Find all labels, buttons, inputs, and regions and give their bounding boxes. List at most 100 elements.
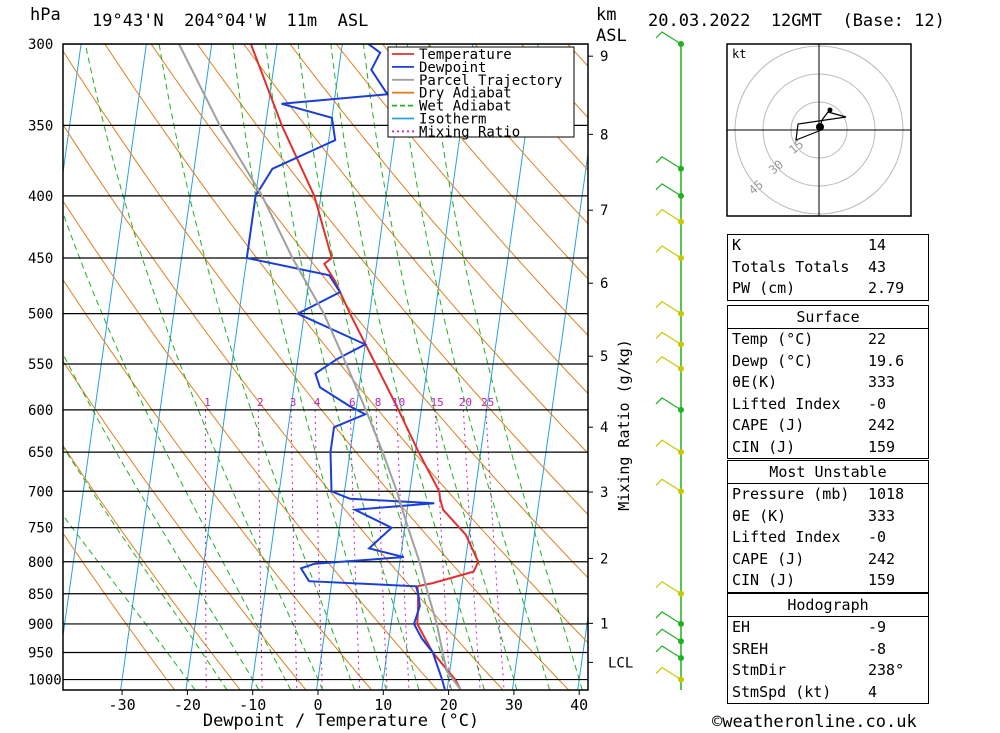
table-title: Surface xyxy=(728,306,928,329)
km-label: 6 xyxy=(600,276,608,292)
wind-barb xyxy=(655,156,682,170)
plot-border xyxy=(62,43,589,691)
wet-adiabat-line xyxy=(232,44,387,690)
x-tick-label: 40 xyxy=(570,696,588,714)
km-label: 5 xyxy=(600,349,608,365)
dry-adiabat-line xyxy=(196,44,588,516)
mixing-ratio-tick-label: 25 xyxy=(481,396,494,409)
wind-barb xyxy=(655,666,682,681)
wind-barb xyxy=(655,355,682,370)
x-axis-label: Dewpoint / Temperature (°C) xyxy=(203,711,479,731)
legend-entry: Mixing Ratio xyxy=(419,124,520,140)
pressure-label-500: 500 xyxy=(28,307,53,323)
dry-adiabat-line xyxy=(382,44,588,280)
mixing-ratio-tick-label: 1 xyxy=(204,396,211,409)
mixing-ratio-tick-label: 10 xyxy=(392,396,405,409)
wet-adiabat-line xyxy=(265,44,420,690)
row-value: 14 xyxy=(868,236,887,254)
isotherm-line xyxy=(316,44,409,690)
mixing-ratio-tick-label: 3 xyxy=(290,396,297,409)
table-row: CAPE (J) 242 xyxy=(728,549,928,571)
x-tick-label: 20 xyxy=(440,696,458,714)
series-parcel-trajectory xyxy=(178,44,462,690)
series-temperature xyxy=(249,44,480,690)
row-value: 159 xyxy=(868,571,896,589)
legend-entry: Dewpoint xyxy=(419,60,486,76)
wind-barb xyxy=(655,31,682,45)
pressure-label-550: 550 xyxy=(28,357,53,373)
plot-frame xyxy=(62,43,593,695)
row-value: 333 xyxy=(868,506,896,525)
location-title: 19°43'N 204°04'W 11m ASL xyxy=(92,11,369,31)
wet-adiabat-line xyxy=(428,44,583,690)
isotherm-line xyxy=(446,44,539,690)
pressure-label-400: 400 xyxy=(28,189,53,205)
isotherm-line xyxy=(511,150,588,690)
km-label: 2 xyxy=(600,551,608,567)
indices-table: K 14 Totals Totals 43 PW (cm) 2.79 xyxy=(727,234,929,301)
mixing-ratio-tick-label: 15 xyxy=(431,396,444,409)
km-label: 9 xyxy=(600,49,608,65)
pressure-label-650: 650 xyxy=(28,445,53,461)
table-row: Totals Totals 43 xyxy=(728,257,928,279)
wind-barb xyxy=(655,628,682,642)
row-value: 242 xyxy=(868,549,896,568)
background-lines xyxy=(63,44,734,690)
row-label: Totals Totals xyxy=(732,257,850,276)
row-value: -9 xyxy=(868,618,887,636)
row-label: θE (K) xyxy=(732,506,787,525)
pressure-label-1000: 1000 xyxy=(28,673,62,689)
isotherm-line xyxy=(643,44,734,690)
x-tick-label: 10 xyxy=(374,696,392,714)
dry-adiabat-line xyxy=(63,278,372,690)
wind-barb xyxy=(655,208,682,223)
pressure-label-900: 900 xyxy=(28,617,53,633)
wind-barb xyxy=(655,645,682,659)
x-tick-label: -10 xyxy=(239,696,266,714)
mixing-ratio-tick-label: 4 xyxy=(314,396,321,409)
mixing-ratio-tick-label: 8 xyxy=(375,396,382,409)
row-label: CIN (J) xyxy=(732,437,796,456)
row-value: 333 xyxy=(868,373,896,391)
table-row: θE (K) 333 xyxy=(728,506,928,528)
km-label: 1 xyxy=(600,616,608,632)
dry-adiabat-line xyxy=(243,44,588,454)
table-row: CIN (J) 159 xyxy=(728,437,928,459)
table-row: CIN (J) 159 xyxy=(728,570,928,592)
table-title: Hodograph xyxy=(728,594,928,617)
dry-adiabat-line xyxy=(428,44,588,225)
row-label: Lifted Index xyxy=(732,394,841,413)
row-label: K xyxy=(732,236,742,254)
x-tick-label: -30 xyxy=(109,696,136,714)
row-value: -0 xyxy=(868,394,887,413)
hodograph-unit: kt xyxy=(732,47,746,61)
legend-entry: Parcel Trajectory xyxy=(419,73,562,89)
wet-adiabat-line xyxy=(297,44,453,690)
row-value: 159 xyxy=(868,437,896,456)
wind-barb xyxy=(655,478,682,492)
row-value: 19.6 xyxy=(868,351,905,370)
row-value: -0 xyxy=(868,528,887,546)
wind-barb xyxy=(655,300,682,315)
km-label: LCL xyxy=(608,655,633,671)
wind-barb xyxy=(655,183,682,197)
row-label: CIN (J) xyxy=(732,571,796,589)
pressure-label-300: 300 xyxy=(28,37,53,53)
table-title: Most Unstable xyxy=(728,461,928,484)
wind-barb xyxy=(655,331,682,345)
asl-unit-label: ASL xyxy=(596,26,627,46)
wet-adiabat-line xyxy=(363,44,518,690)
row-label: Pressure (mb) xyxy=(732,485,850,503)
x-tick-label: 30 xyxy=(505,696,523,714)
pressure-label-700: 700 xyxy=(28,484,53,500)
storm-motion-marker xyxy=(816,123,824,131)
dry-adiabat-line xyxy=(104,44,588,644)
wet-adiabat-line xyxy=(330,44,485,690)
mixing-ratio-tick-label: 2 xyxy=(257,396,264,409)
mixing-ratio-tick-label: 6 xyxy=(349,396,356,409)
hodograph-trace xyxy=(795,111,847,141)
wind-barb xyxy=(655,397,682,411)
wind-barb xyxy=(655,611,682,625)
